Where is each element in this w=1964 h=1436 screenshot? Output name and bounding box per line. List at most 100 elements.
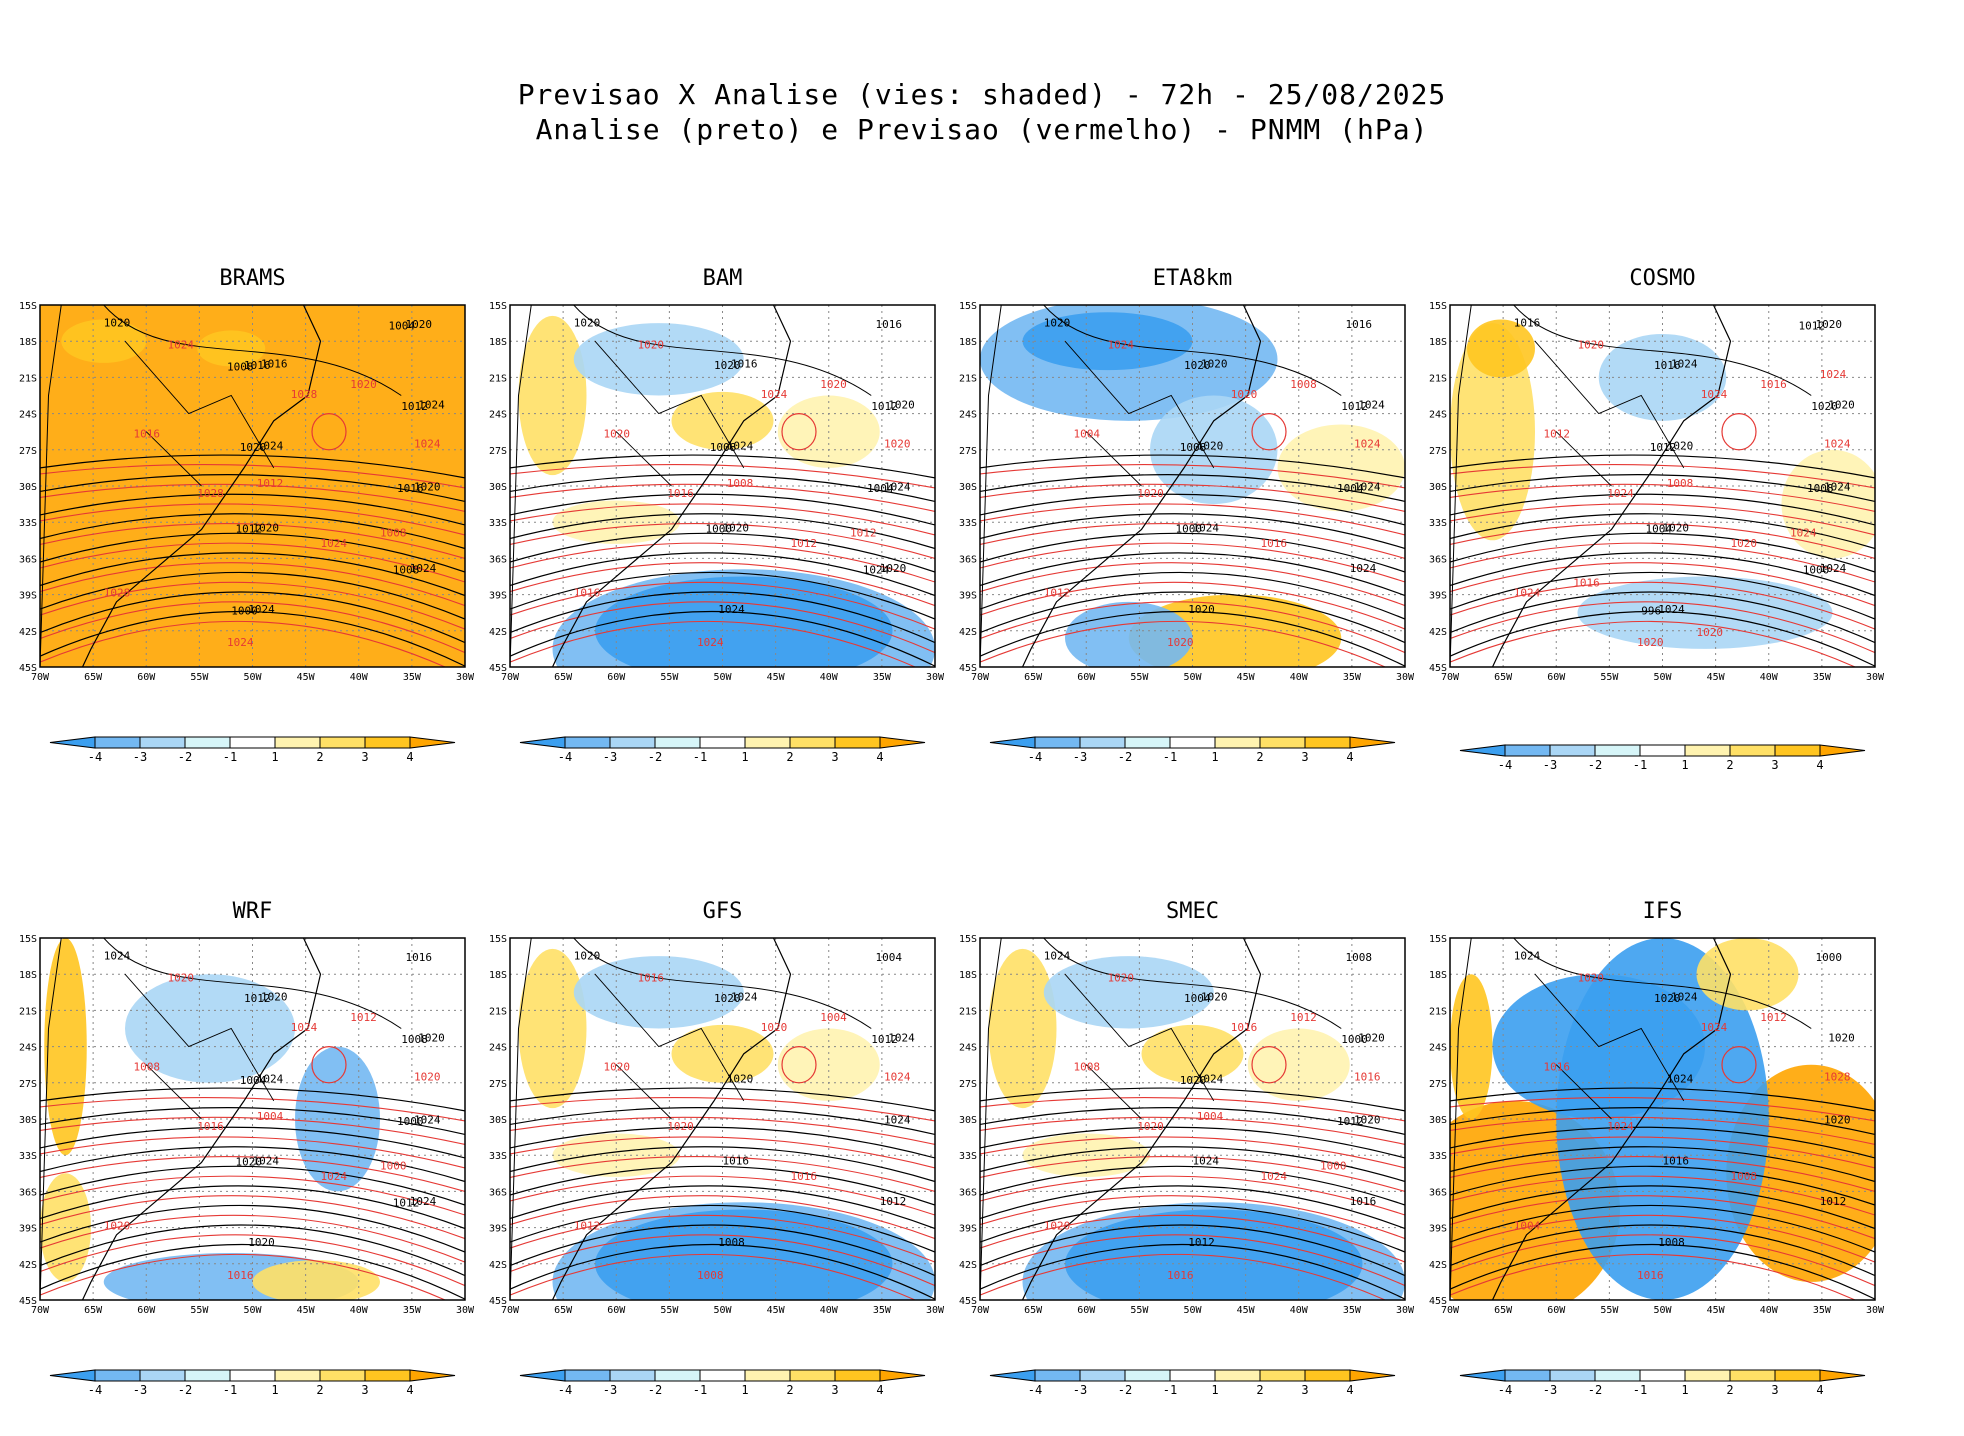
lat-tick-label: 30S	[489, 482, 507, 493]
isobar-analysis	[1043, 938, 1342, 1029]
colorbar-segment	[654, 736, 701, 749]
lat-tick-label: 27S	[489, 1079, 507, 1090]
map-frame	[509, 937, 936, 1301]
bias-blob	[518, 948, 587, 1109]
isobar-label-forecast: 1020	[1697, 626, 1724, 639]
isobar-label-forecast: 1016	[1231, 1021, 1258, 1034]
isobar-label-analysis: 1020	[574, 950, 601, 963]
isobar-analysis	[510, 1126, 935, 1159]
colorbar-end-arrow	[519, 736, 566, 749]
lat-tick-label: 15S	[489, 934, 507, 945]
lat-tick-label: 45S	[489, 663, 507, 674]
country-border	[124, 340, 275, 487]
isobar-forecast	[781, 412, 817, 451]
isobar-label-forecast: 1024	[1820, 368, 1847, 381]
colorbar-tick-label: -4	[558, 1383, 572, 1397]
lon-tick-label: 40W	[350, 672, 369, 683]
isobar-label-forecast: 1016	[1637, 1269, 1664, 1282]
lon-tick-label: 60W	[607, 1305, 626, 1316]
colorbar-segment	[1034, 1369, 1081, 1382]
isobar-forecast	[1450, 562, 1875, 607]
lon-tick-label: 65W	[1024, 1305, 1043, 1316]
lat-tick-label: 27S	[19, 1079, 37, 1090]
isobar-forecast	[1450, 464, 1875, 489]
lon-tick-label: 70W	[31, 672, 50, 683]
isobar-label-analysis: 1020	[1667, 439, 1694, 452]
colorbar-segment	[1034, 736, 1081, 749]
colorbar-end-arrow	[409, 736, 456, 749]
isobar-label-analysis: 1008	[401, 1033, 428, 1046]
isobar-label-analysis: 1016	[1350, 1195, 1377, 1208]
coastline	[40, 305, 62, 667]
isobar-analysis	[510, 1204, 935, 1253]
isobar-label-forecast: 1024	[321, 537, 348, 550]
colorbar-segment	[1684, 1369, 1731, 1382]
isobar-label-forecast: 1008	[1731, 1170, 1758, 1183]
colorbar-tick-label: -1	[693, 750, 707, 764]
isobar-label-analysis: 1012	[393, 1197, 420, 1210]
lat-tick-label: 18S	[1429, 337, 1447, 348]
lon-tick-label: 50W	[713, 672, 732, 683]
isobar-analysis	[1450, 591, 1875, 644]
isobar-label-analysis: 1016	[876, 318, 903, 331]
coastline	[1491, 305, 1732, 667]
lon-tick-label: 45W	[297, 672, 316, 683]
isobar-label-analysis: 1012	[1341, 400, 1368, 413]
colorbar-tick-label: -1	[1633, 1383, 1647, 1397]
isobar-label-forecast: 1016	[227, 1269, 254, 1282]
isobar-label-analysis: 1024	[884, 1113, 911, 1126]
isobar-forecast	[980, 601, 1405, 654]
bias-blob	[988, 948, 1057, 1109]
isobar-label-forecast: 1024	[697, 636, 724, 649]
isobar-analysis	[40, 493, 465, 526]
colorbar-tick-label: 1	[271, 1383, 278, 1397]
isobar-forecast	[510, 542, 935, 583]
lon-tick-label: 60W	[137, 672, 156, 683]
lat-tick-label: 21S	[489, 1006, 507, 1017]
colorbar-tick-label: -1	[223, 1383, 237, 1397]
panel-title: IFS	[1643, 899, 1683, 924]
colorbar-segment	[789, 736, 836, 749]
isobar-label-analysis: 1024	[257, 1072, 284, 1085]
isobar-analysis	[1450, 513, 1875, 550]
lat-tick-label: 33S	[489, 1151, 507, 1162]
isobar-forecast	[1450, 1234, 1875, 1287]
lat-tick-label: 18S	[489, 337, 507, 348]
isobar-label-analysis: 1004	[240, 1074, 267, 1087]
bias-blob	[1065, 601, 1193, 667]
isobar-forecast	[980, 620, 1387, 667]
isobar-analysis	[40, 532, 465, 573]
isobar-analysis	[40, 591, 465, 644]
isobar-label-forecast: 1008	[727, 477, 754, 490]
lon-tick-label: 65W	[554, 1305, 573, 1316]
coastline	[980, 305, 1002, 667]
isobar-label-analysis: 1020	[888, 399, 915, 412]
isobar-label-analysis: 1008	[393, 564, 420, 577]
lat-tick-label: 15S	[19, 301, 37, 312]
lon-tick-label: 30W	[456, 672, 475, 683]
lon-tick-label: 60W	[1547, 1305, 1566, 1316]
isobar-label-analysis: 1020	[236, 1156, 263, 1169]
isobar-forecast	[40, 1214, 465, 1263]
isobar-forecast	[1450, 1136, 1875, 1169]
isobar-label-forecast: 1012	[850, 527, 877, 540]
isobar-analysis	[510, 532, 935, 573]
colorbar-tick-label: -2	[1588, 758, 1602, 772]
colorbar-end-arrow	[1459, 744, 1506, 757]
colorbar-tick-label: -1	[1163, 1383, 1177, 1397]
colorbar-tick-label: 3	[1771, 758, 1778, 772]
lat-tick-label: 24S	[1429, 410, 1447, 421]
isobar-analysis	[1450, 1243, 1875, 1300]
isobar-label-forecast: 1012	[574, 1219, 601, 1232]
lon-tick-label: 45W	[1237, 672, 1256, 683]
colorbar-segment	[184, 1369, 231, 1382]
isobar-analysis	[510, 1243, 935, 1300]
lat-tick-label: 36S	[19, 1187, 37, 1198]
lat-tick-label: 45S	[19, 663, 37, 674]
colorbar-tick-label: -1	[1163, 750, 1177, 764]
lat-tick-label: 36S	[489, 554, 507, 565]
lat-tick-label: 36S	[1429, 1187, 1447, 1198]
isobar-analysis	[980, 474, 1405, 503]
isobar-label-analysis: 1020	[1354, 1113, 1381, 1126]
colorbar-tick-label: 2	[1256, 750, 1263, 764]
